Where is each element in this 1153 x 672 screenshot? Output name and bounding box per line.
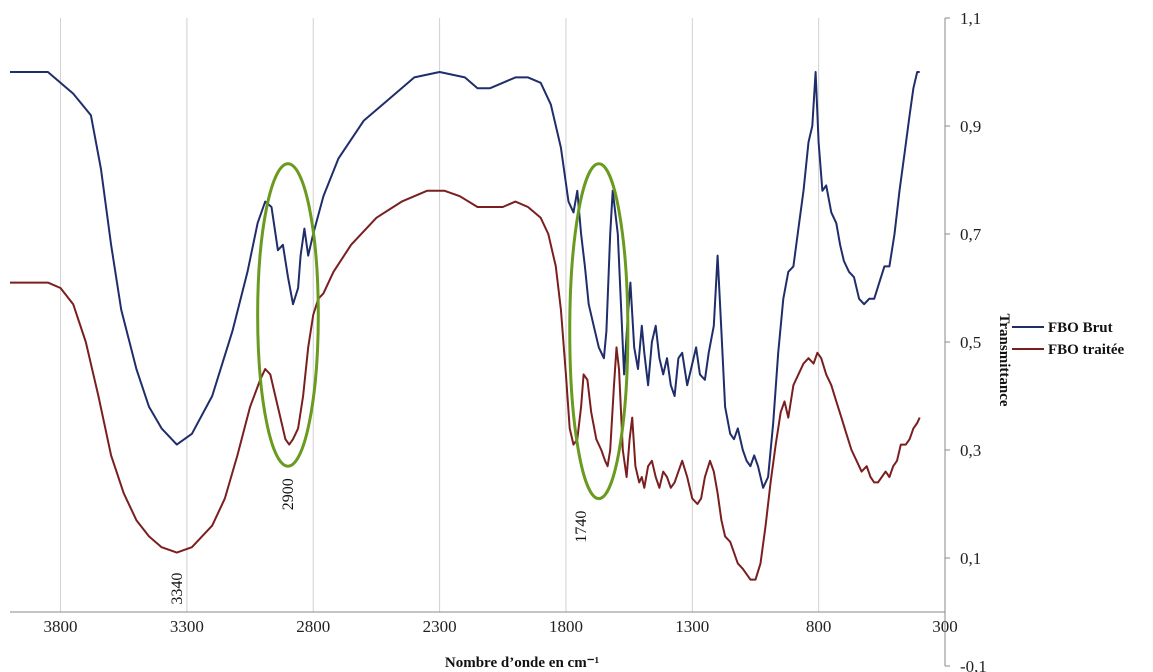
- y-axis-ticks: 1,1 0,9 0,7 0,5 0,3 0,1 -0,1: [945, 9, 987, 672]
- series-line-fbo-traitee: [10, 189, 921, 581]
- peak-annotations: 3340 2900 1740: [169, 478, 590, 604]
- vertical-gridlines: [60, 18, 946, 612]
- x-tick-label-1300: 1300: [675, 617, 709, 636]
- series-lines: [10, 71, 921, 581]
- x-tick-label-300: 300: [932, 617, 958, 636]
- x-tick-label-3300: 3300: [170, 617, 204, 636]
- x-axis-title: Nombre d’onde en cm⁻¹: [445, 655, 599, 671]
- y-tick-label: 0,3: [960, 441, 981, 460]
- x-tick-label-2800: 2800: [296, 617, 330, 636]
- x-tick-label-1800: 1800: [549, 617, 583, 636]
- x-tick-label-3800: 3800: [44, 617, 78, 636]
- legend-label-fbo-brut: FBO Brut: [1048, 320, 1113, 336]
- highlight-ellipses: [256, 162, 630, 501]
- y-tick-label: -0,1: [960, 657, 987, 672]
- annotation-3340: 3340: [169, 573, 186, 605]
- legend: FBO Brut FBO traitée: [1012, 320, 1125, 358]
- series-line-fbo-brut: [10, 71, 920, 489]
- annotation-1740: 1740: [573, 511, 590, 543]
- highlight-ellipse-2: [568, 162, 630, 501]
- y-tick-label: 0,5: [960, 333, 981, 352]
- y-tick-label: 0,9: [960, 117, 981, 136]
- y-tick-label: 0,7: [960, 225, 982, 244]
- x-axis-ticks: 3800 3300 2800 2300 1800 1300 800 300: [44, 617, 958, 636]
- y-tick-label: 1,1: [960, 9, 981, 28]
- legend-label-fbo-traitee: FBO traitée: [1048, 342, 1125, 358]
- y-axis-title: Transmittance: [996, 313, 1012, 406]
- x-tick-label-800: 800: [806, 617, 832, 636]
- y-tick-label: 0,1: [960, 549, 981, 568]
- annotation-2900: 2900: [280, 478, 297, 510]
- x-tick-label-2300: 2300: [423, 617, 457, 636]
- highlight-ellipse-1: [256, 162, 320, 468]
